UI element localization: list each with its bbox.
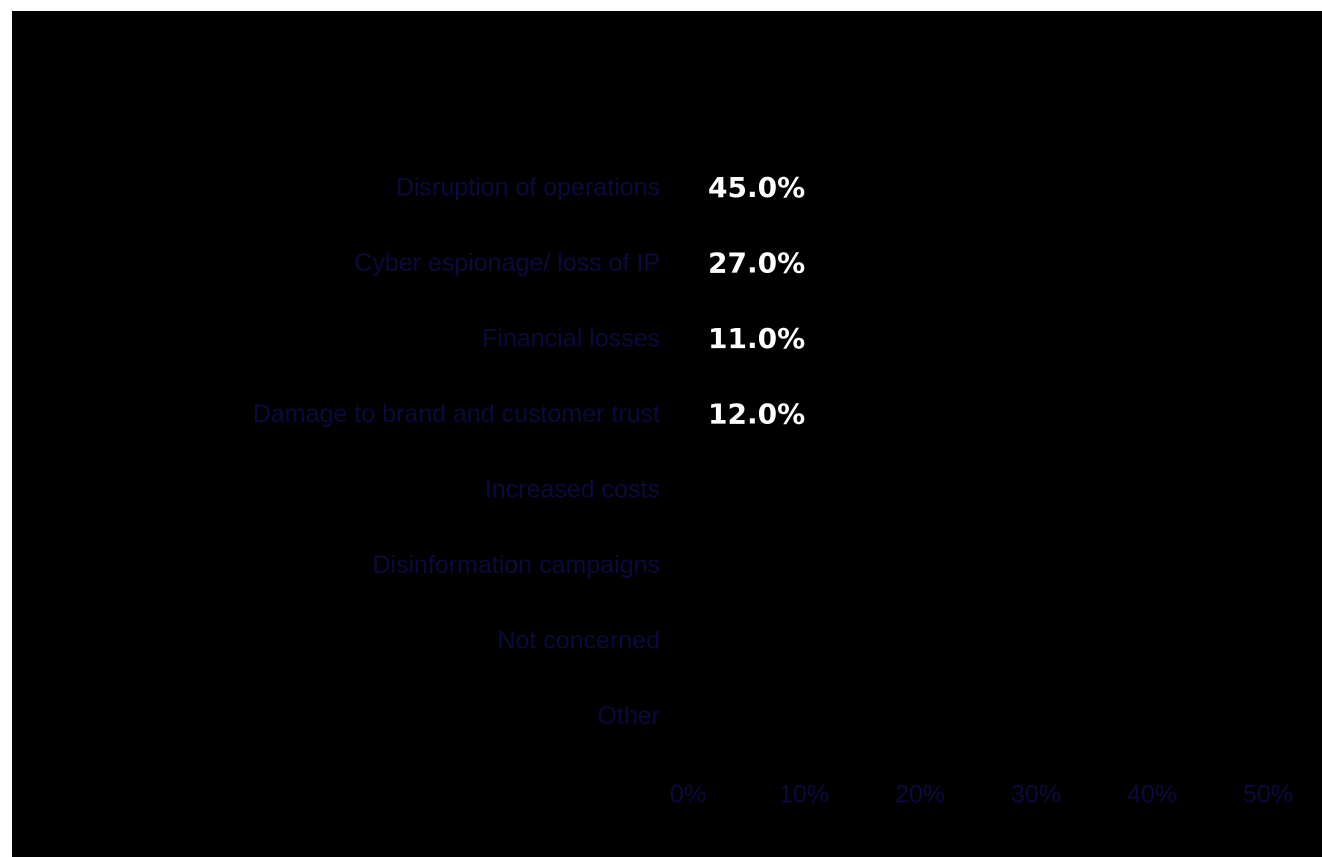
x-tick-label: 0%	[670, 781, 706, 809]
chart-area	[12, 11, 1322, 857]
category-label: Disruption of operations	[396, 174, 660, 202]
category-label: Damage to brand and customer trust	[253, 400, 660, 428]
data-label: 12.0%	[708, 398, 805, 431]
category-label: Other	[597, 702, 660, 730]
data-label: 27.0%	[708, 247, 805, 280]
category-labels: Disruption of operations Cyber espionage/…	[253, 174, 660, 731]
category-label: Disinformation campaigns	[372, 551, 660, 579]
data-label: 45.0%	[708, 171, 805, 204]
category-label: Financial losses	[482, 325, 660, 353]
category-label: Not concerned	[497, 627, 660, 655]
bar	[688, 317, 816, 363]
x-tick-label: 40%	[1127, 781, 1177, 809]
x-tick-label: 30%	[1011, 781, 1061, 809]
x-axis-ticks: 0% 10% 20% 30% 40% 50%	[670, 781, 1293, 809]
category-label: Increased costs	[485, 476, 660, 504]
bar	[688, 241, 1002, 288]
data-labels: 45.0% 27.0% 11.0% 12.0%	[708, 171, 805, 431]
bar	[688, 166, 1210, 212]
x-tick-label: 20%	[895, 781, 945, 809]
x-tick-label: 50%	[1243, 781, 1293, 809]
data-label: 11.0%	[708, 322, 805, 355]
x-tick-label: 10%	[779, 781, 829, 809]
bar	[688, 392, 828, 439]
category-label: Cyber espionage/ loss of IP	[354, 249, 660, 277]
bar-group	[688, 166, 1210, 439]
